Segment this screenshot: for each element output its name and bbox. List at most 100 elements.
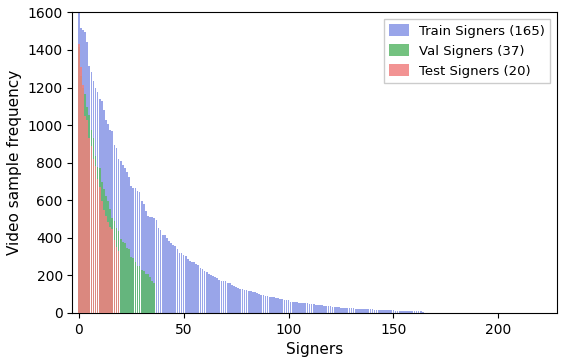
Bar (116, 248, 117, 313)
Bar (204, 271, 205, 313)
Bar (189, 261, 191, 313)
Bar (90, 146, 92, 313)
Bar (315, 305, 316, 313)
Bar (112, 229, 113, 313)
Bar (173, 245, 174, 313)
Bar (80, 76, 82, 313)
Bar (145, 211, 147, 313)
Bar (166, 238, 168, 313)
Bar (195, 264, 197, 313)
Bar (92, 159, 94, 313)
Bar (128, 177, 130, 313)
Bar (267, 296, 268, 313)
Bar (151, 217, 153, 313)
Bar (185, 256, 187, 313)
Bar (78, 47, 80, 313)
Bar (357, 309, 359, 313)
Bar (202, 269, 204, 313)
Bar (193, 262, 195, 313)
Bar (418, 311, 420, 313)
Bar (252, 292, 254, 313)
Bar (133, 258, 134, 313)
Bar (145, 274, 147, 313)
Bar (105, 196, 107, 313)
Bar (389, 310, 390, 313)
Bar (302, 303, 304, 313)
Bar (118, 159, 120, 313)
Bar (135, 262, 136, 313)
Bar (80, 28, 82, 313)
Bar (113, 240, 115, 313)
Bar (399, 310, 400, 313)
Bar (328, 306, 329, 313)
Bar (325, 306, 327, 313)
Bar (128, 249, 130, 313)
Bar (294, 302, 296, 313)
Bar (130, 257, 132, 313)
Bar (227, 282, 228, 313)
Bar (369, 309, 371, 313)
Bar (380, 310, 382, 313)
Bar (384, 310, 386, 313)
Bar (141, 201, 143, 313)
Bar (179, 253, 180, 313)
Bar (403, 311, 405, 313)
Bar (231, 285, 233, 313)
Bar (307, 303, 309, 313)
Bar (221, 281, 222, 313)
Bar (218, 280, 220, 313)
Bar (107, 124, 109, 313)
Bar (248, 291, 249, 313)
Bar (351, 308, 352, 313)
Bar (376, 310, 377, 313)
Bar (290, 301, 292, 313)
Bar (113, 221, 115, 313)
Bar (95, 88, 96, 313)
Bar (386, 310, 388, 313)
Bar (395, 310, 396, 313)
Bar (99, 99, 100, 313)
Bar (210, 275, 212, 313)
Bar (321, 305, 323, 313)
Bar (180, 253, 182, 313)
Bar (107, 222, 109, 313)
Bar (382, 310, 384, 313)
Bar (95, 156, 96, 313)
Bar (109, 228, 111, 313)
Bar (160, 230, 161, 313)
Bar (212, 276, 214, 313)
Bar (147, 216, 149, 313)
Bar (332, 306, 333, 313)
Bar (214, 277, 216, 313)
Bar (153, 218, 155, 313)
Bar (237, 288, 239, 313)
Bar (390, 310, 392, 313)
Bar (191, 261, 193, 313)
Bar (365, 309, 367, 313)
Bar (265, 296, 266, 313)
Bar (183, 255, 184, 313)
Bar (120, 161, 122, 313)
Bar (336, 307, 338, 313)
Bar (323, 306, 325, 313)
Bar (292, 302, 294, 313)
Bar (80, 67, 82, 313)
Bar (317, 305, 319, 313)
Bar (305, 303, 306, 313)
Bar (352, 308, 354, 313)
Bar (82, 88, 84, 313)
Bar (345, 308, 346, 313)
Bar (109, 130, 111, 313)
Bar (139, 266, 140, 313)
Bar (95, 166, 96, 313)
Bar (124, 244, 126, 313)
Bar (409, 311, 411, 313)
Bar (277, 298, 279, 313)
Bar (164, 235, 166, 313)
Bar (149, 277, 151, 313)
Bar (105, 216, 107, 313)
Bar (288, 300, 289, 313)
Bar (162, 235, 164, 313)
Bar (422, 312, 424, 313)
Bar (84, 94, 86, 313)
